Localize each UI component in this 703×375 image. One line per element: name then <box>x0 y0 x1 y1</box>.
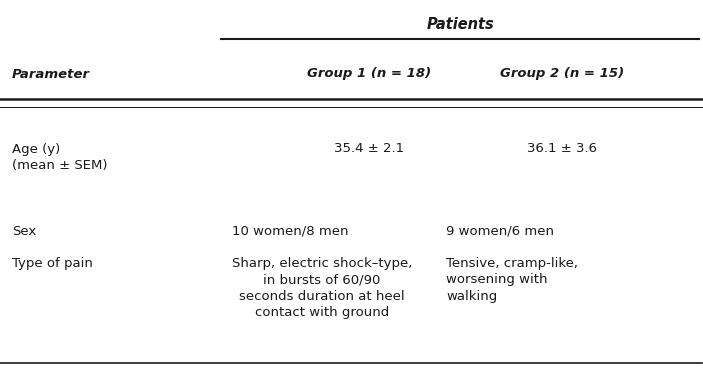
Text: 9 women/6 men: 9 women/6 men <box>446 225 555 238</box>
Text: Sharp, electric shock–type,
in bursts of 60/90
seconds duration at heel
contact : Sharp, electric shock–type, in bursts of… <box>232 257 413 320</box>
Text: 36.1 ± 3.6: 36.1 ± 3.6 <box>527 142 598 156</box>
Text: Type of pain: Type of pain <box>12 257 93 270</box>
Text: Age (y)
(mean ± SEM): Age (y) (mean ± SEM) <box>12 142 108 172</box>
Text: Sex: Sex <box>12 225 36 238</box>
Text: Patients: Patients <box>427 17 494 32</box>
Text: 10 women/8 men: 10 women/8 men <box>232 225 349 238</box>
Text: Group 1 (n = 18): Group 1 (n = 18) <box>307 68 431 81</box>
Text: Tensive, cramp-like,
worsening with
walking: Tensive, cramp-like, worsening with walk… <box>446 257 579 303</box>
Text: Group 2 (n = 15): Group 2 (n = 15) <box>501 68 624 81</box>
Text: 35.4 ± 2.1: 35.4 ± 2.1 <box>334 142 404 156</box>
Text: Parameter: Parameter <box>12 68 90 81</box>
